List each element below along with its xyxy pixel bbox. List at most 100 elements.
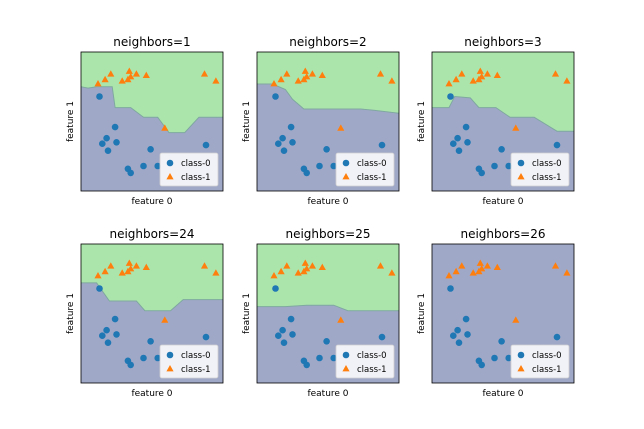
axes-frame: [256, 51, 400, 192]
legend-class-0-marker: [342, 351, 350, 359]
class-1-point: [551, 70, 560, 77]
class-1-point: [277, 267, 285, 275]
x-axis-label: feature 0: [131, 389, 172, 399]
class-1-point: [452, 267, 460, 275]
class-0-point: [454, 326, 461, 334]
legend-class-0-marker: [517, 351, 525, 359]
legend-class-1-marker: [342, 173, 350, 180]
class-1-point: [94, 272, 102, 279]
class-1-point: [294, 269, 302, 276]
class-1-point: [493, 71, 501, 78]
class-1-point: [337, 316, 345, 323]
class-0-point: [104, 339, 112, 347]
x-axis-label: feature 0: [131, 197, 172, 207]
class-1-point: [308, 262, 316, 269]
class-1-point: [493, 263, 501, 270]
class-0-point: [464, 331, 471, 338]
class-1-point: [277, 75, 285, 83]
legend-box: [159, 152, 219, 187]
class-0-point: [478, 169, 486, 177]
class-1-point: [563, 77, 571, 84]
class-1-point: [388, 269, 396, 276]
y-axis-label: feature 1: [417, 293, 427, 334]
legend-class-0-marker: [342, 159, 350, 167]
class-0-point: [455, 147, 463, 154]
class-0-point: [99, 140, 106, 147]
class-1-point: [476, 259, 484, 266]
class-1-point: [200, 70, 209, 77]
legend-class-1-marker: [517, 173, 525, 180]
class-0-point: [287, 123, 295, 131]
class-1-point: [283, 262, 291, 269]
class-0-point: [289, 331, 296, 338]
class-0-point: [279, 134, 286, 142]
legend-class-0-marker: [517, 159, 525, 167]
class-0-point: [447, 285, 454, 292]
class-0-point: [553, 333, 561, 341]
legend-box: [335, 152, 395, 187]
class-0-point: [462, 315, 470, 323]
class-0-point: [303, 169, 311, 177]
class-1-point: [200, 262, 209, 269]
class-1-point: [161, 124, 169, 131]
class-0-point: [103, 134, 110, 142]
class-1-point: [318, 263, 326, 270]
x-axis-label: feature 0: [482, 197, 523, 207]
class-1-point: [301, 67, 309, 74]
decision-boundary: [81, 86, 223, 134]
subplot-title: neighbors=2: [289, 35, 366, 49]
class-0-point: [316, 354, 323, 362]
class-0-point: [96, 93, 103, 100]
class-1-point: [212, 77, 220, 84]
class-1-point: [101, 75, 109, 83]
class-0-point: [127, 169, 134, 177]
class-0-point: [279, 326, 286, 334]
class-0-point: [323, 338, 330, 345]
class-0-point: [378, 333, 386, 341]
class-1-point: [512, 124, 520, 131]
class-0-point: [491, 162, 498, 170]
class-0-point: [280, 147, 288, 154]
class-0-point: [140, 162, 147, 170]
legend-class-0-marker: [166, 159, 174, 167]
class-1-point: [270, 272, 278, 279]
class-1-point: [376, 70, 385, 77]
legend-box: [510, 152, 570, 187]
axes-frame: [256, 243, 400, 384]
class-1-point: [376, 262, 385, 269]
legend-class-1-marker: [342, 365, 350, 372]
class-1-point: [337, 124, 345, 131]
class-0-point: [553, 141, 561, 149]
legend-box: [510, 344, 570, 379]
class-1-point: [452, 75, 460, 83]
legend: class-0 class-1: [510, 152, 570, 187]
class-1-point: [551, 262, 560, 269]
class-1-point: [125, 259, 133, 266]
class-0-point: [147, 338, 154, 345]
legend-class-1-marker: [517, 365, 525, 372]
class-0-point: [330, 354, 338, 362]
class-0-point: [478, 361, 486, 369]
axes-frame: [431, 243, 575, 384]
class-1-point: [161, 316, 169, 323]
legend-class-1-label: class-1: [357, 173, 387, 183]
class-0-point: [303, 361, 311, 369]
class-0-point: [96, 285, 103, 292]
class-1-point: [118, 269, 126, 276]
class-0-point: [316, 162, 323, 170]
class-1-point: [458, 262, 466, 269]
class-0-point: [280, 339, 288, 347]
class-0-point: [202, 333, 210, 341]
class-0-point: [323, 146, 330, 153]
class-0-point: [127, 361, 134, 369]
class-0-point: [454, 134, 461, 142]
class-1-point: [301, 259, 309, 266]
class-1-point: [303, 265, 311, 272]
axes-frame: [431, 51, 575, 192]
legend-class-1-label: class-1: [357, 365, 387, 375]
class-0-point: [505, 354, 512, 362]
class-0-point: [154, 354, 161, 362]
